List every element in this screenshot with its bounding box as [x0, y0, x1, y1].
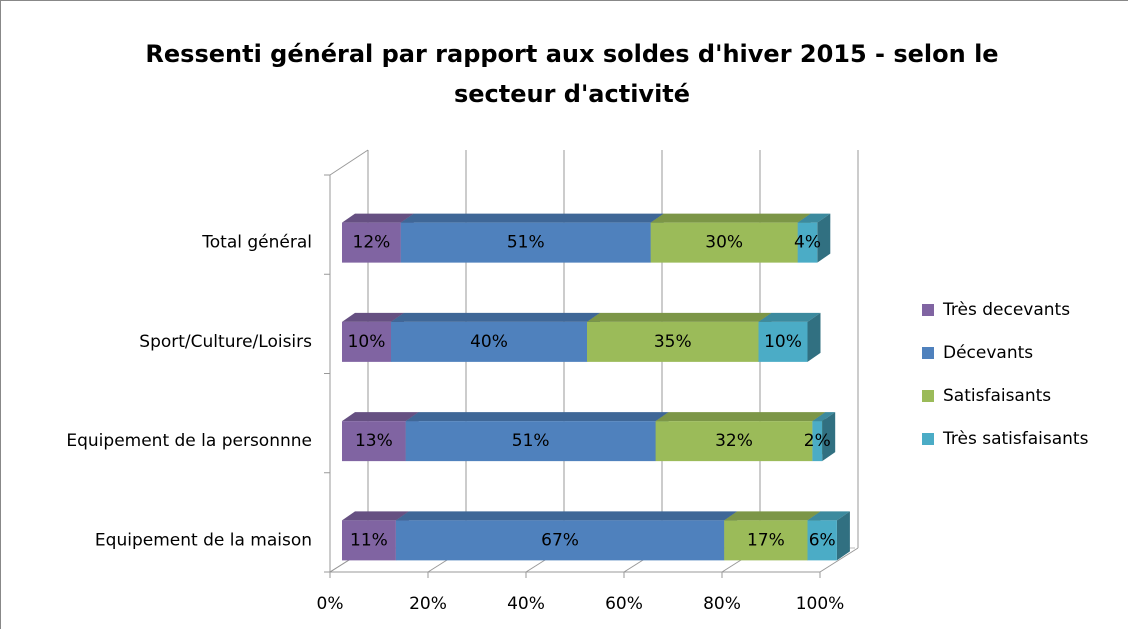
bar-top: [391, 312, 600, 322]
data-label: 13%: [355, 431, 393, 451]
bar-side: [836, 511, 850, 561]
y-tick-label: Sport/Culture/Loisirs: [139, 332, 312, 352]
data-label: 10%: [348, 332, 386, 352]
bar: [655, 421, 813, 462]
bar-top: [650, 213, 811, 223]
chart-title: Ressenti général par rapport aux soldes …: [145, 40, 999, 108]
data-label: 6%: [809, 530, 836, 550]
bar: [342, 520, 396, 561]
y-tick-label: Equipement de la personnne: [66, 431, 312, 451]
bar: [758, 321, 808, 362]
legend-label: Très satisfaisants: [942, 429, 1089, 449]
bar-side: [817, 213, 831, 263]
bar-top: [342, 511, 409, 521]
bar-top: [797, 213, 831, 223]
legend-swatch: [922, 390, 934, 402]
bar: [342, 321, 391, 362]
bar: [724, 520, 808, 561]
legend-swatch: [922, 347, 934, 359]
data-label: 17%: [747, 530, 785, 550]
data-label: 35%: [654, 332, 692, 352]
data-label: 11%: [350, 530, 388, 550]
y-axis-depth: [329, 149, 369, 176]
bar-top: [812, 412, 836, 422]
bar: [400, 222, 651, 263]
legend-label: Satisfaisants: [943, 386, 1051, 406]
data-label: 32%: [715, 431, 753, 451]
x-tick-label: 20%: [409, 594, 447, 614]
data-label: 51%: [512, 431, 550, 451]
data-label: 10%: [764, 332, 802, 352]
x-tick-label: 80%: [703, 594, 741, 614]
bar: [342, 421, 406, 462]
bar-top: [342, 412, 419, 422]
legend-label: Très decevants: [942, 300, 1070, 320]
x-tick-label: 100%: [796, 594, 845, 614]
x-tick-label: 0%: [317, 594, 344, 614]
data-label: 12%: [353, 233, 391, 253]
legend-swatch: [922, 433, 934, 445]
data-label: 30%: [705, 233, 743, 253]
bar: [797, 222, 818, 263]
bar: [587, 321, 759, 362]
bar: [807, 520, 837, 561]
bar-top: [587, 312, 772, 322]
x-tick-label: 40%: [507, 594, 545, 614]
data-label: 40%: [470, 332, 508, 352]
x-tick-label: 60%: [605, 594, 643, 614]
legend-label: Décevants: [943, 343, 1033, 363]
y-tick-label: Equipement de la maison: [95, 530, 312, 550]
legend-swatch: [922, 304, 934, 316]
bar-side: [807, 312, 821, 362]
bar: [650, 222, 798, 263]
bar-top: [655, 412, 826, 422]
bar-top: [724, 511, 821, 521]
bar-side: [822, 412, 836, 462]
bar-top: [400, 213, 664, 223]
bar-top: [342, 213, 414, 223]
bar-top: [342, 312, 404, 322]
data-label: 2%: [804, 431, 831, 451]
bar: [342, 222, 401, 263]
bar: [395, 520, 725, 561]
bar: [391, 321, 587, 362]
data-label: 4%: [794, 233, 821, 253]
bar: [812, 421, 823, 462]
bar-top: [807, 511, 850, 521]
bar: [405, 421, 656, 462]
data-label: 67%: [541, 530, 579, 550]
data-label: 51%: [507, 233, 545, 253]
grid-line-depth: [819, 547, 859, 573]
bar-top: [758, 312, 821, 322]
y-tick-label: Total général: [201, 233, 312, 253]
bar-top: [405, 412, 669, 422]
bar-top: [395, 511, 738, 521]
